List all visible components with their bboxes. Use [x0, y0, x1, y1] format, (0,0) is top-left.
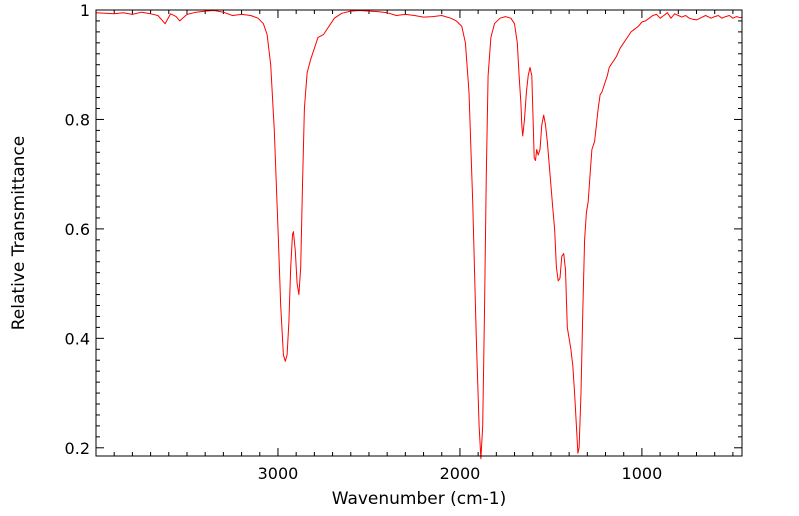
y-axis-label: Relative Transmittance	[9, 136, 29, 331]
y-tick-label: 0.8	[65, 110, 90, 129]
y-tick-label: 1	[80, 1, 90, 20]
tick-marks	[95, 9, 742, 456]
x-tick-label: 1000	[622, 464, 663, 483]
spectrum-series-line	[95, 10, 743, 460]
x-tick-label: 3000	[258, 464, 299, 483]
y-tick-label: 0.6	[65, 220, 90, 239]
tick-labels: 3000 2000 1000 0.2 0.4 0.6 0.8 1	[65, 1, 663, 483]
y-tick-label: 0.4	[65, 329, 90, 348]
x-tick-label: 2000	[440, 464, 481, 483]
y-tick-label: 0.2	[65, 439, 90, 458]
plot-frame	[95, 9, 743, 457]
x-axis-label: Wavenumber (cm-1)	[332, 489, 507, 509]
